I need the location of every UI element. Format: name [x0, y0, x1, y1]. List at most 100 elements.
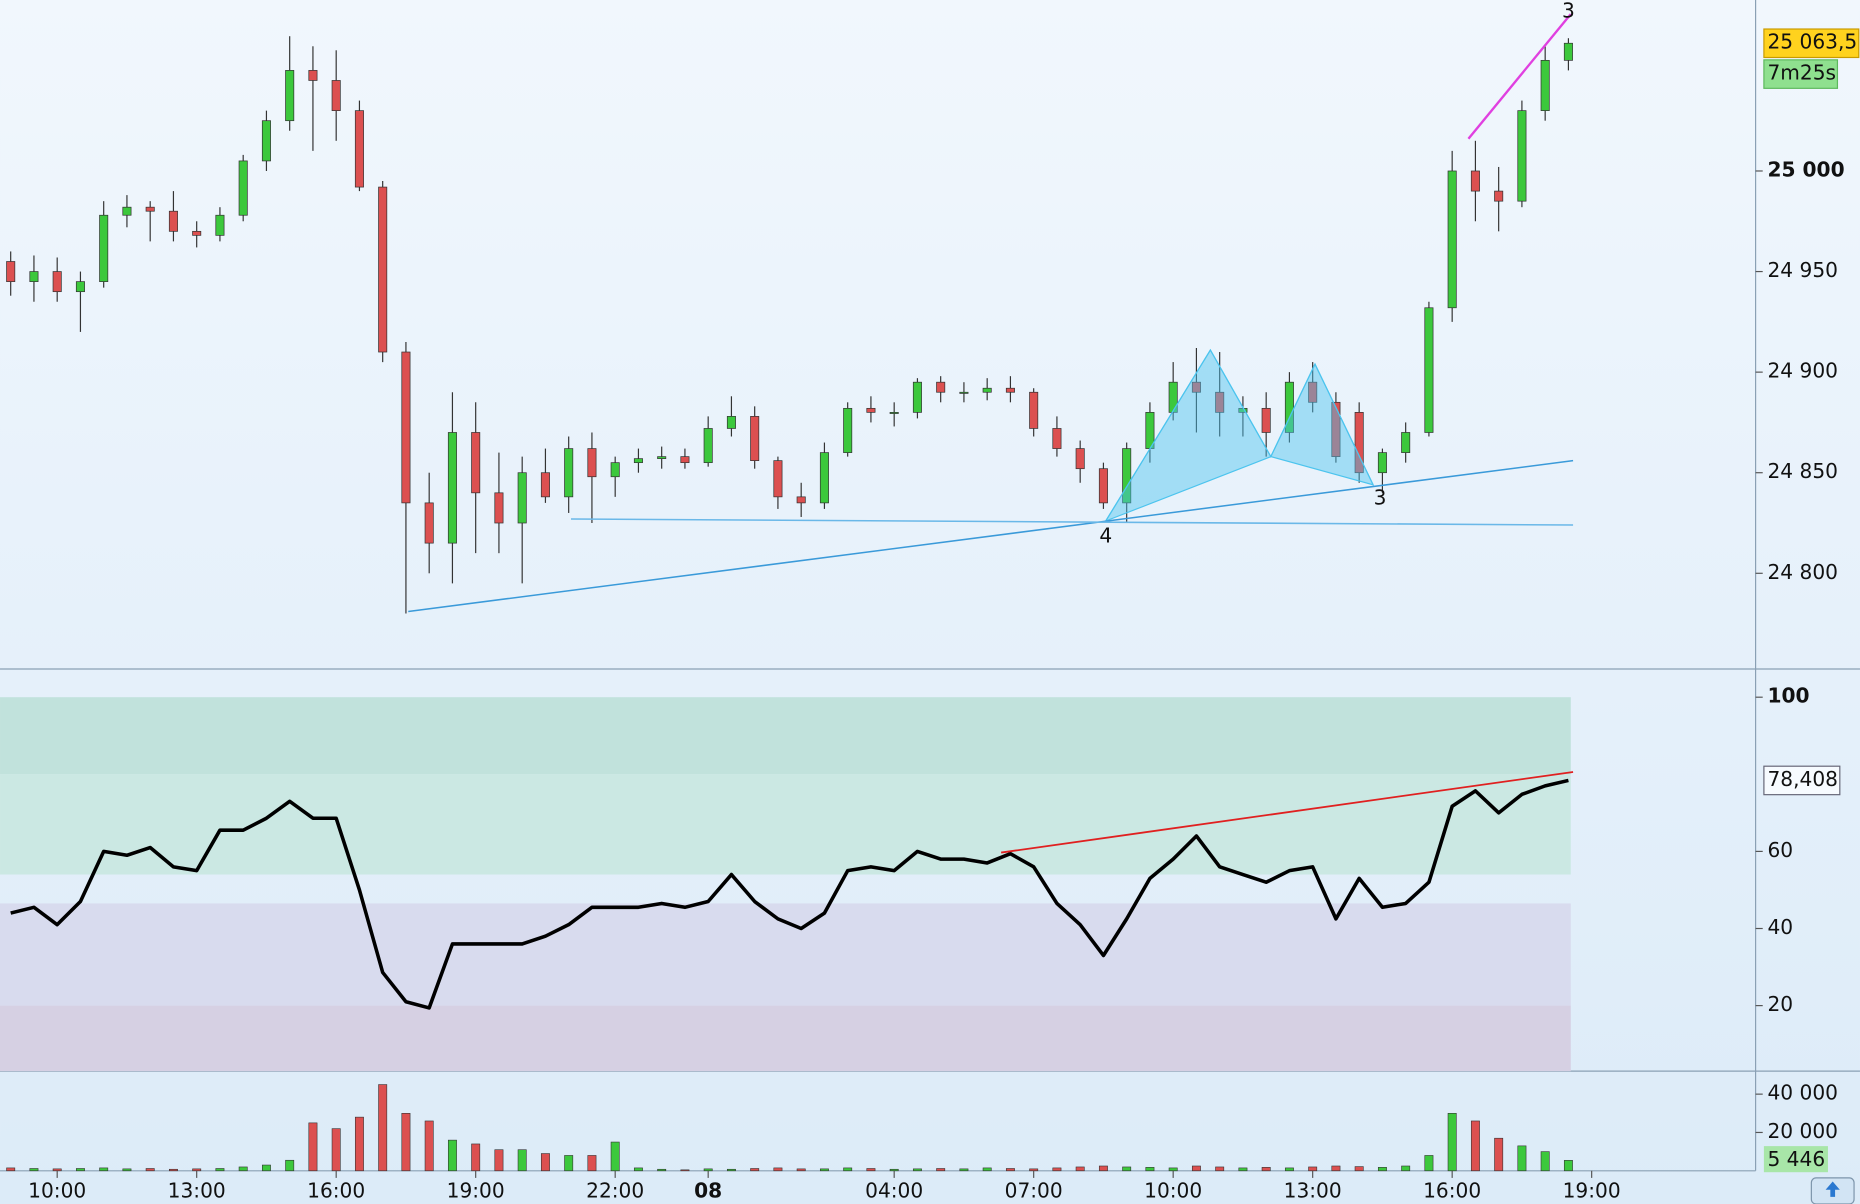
volume-bar	[447, 1139, 457, 1172]
candle-body	[1331, 401, 1341, 457]
volume-bar	[936, 1168, 946, 1172]
candle-body	[750, 416, 760, 462]
rsi-zone	[0, 774, 1571, 875]
candle-body	[308, 70, 318, 81]
volume-bar	[192, 1168, 202, 1172]
volume-bar	[1029, 1168, 1039, 1172]
x-tick-label: 19:00	[1563, 1179, 1621, 1203]
y-tick-label: 60	[1767, 838, 1793, 862]
candle-body	[1447, 170, 1457, 309]
x-tick-label: 22:00	[586, 1179, 644, 1203]
candle-body	[843, 407, 853, 453]
candle-body	[168, 210, 178, 232]
volume-bar	[1238, 1167, 1248, 1172]
x-tick-label: 04:00	[865, 1179, 923, 1203]
volume-bar	[1517, 1145, 1527, 1172]
volume-bar	[819, 1168, 829, 1172]
x-tick-label: 07:00	[1005, 1179, 1063, 1203]
volume-bar	[517, 1149, 527, 1172]
volume-bar	[1540, 1151, 1550, 1172]
candle-body	[657, 456, 667, 459]
volume-bar	[1005, 1168, 1015, 1172]
candle-body	[261, 120, 271, 162]
candle-body	[982, 387, 992, 393]
volume-bar	[866, 1168, 876, 1172]
volume-bar	[564, 1155, 574, 1172]
candle-body	[378, 186, 388, 353]
y-tick-label: 20 000	[1767, 1119, 1838, 1143]
volume-bar	[703, 1168, 713, 1172]
volume-bar	[610, 1141, 620, 1172]
volume-bar	[1331, 1165, 1341, 1172]
candle-body	[680, 456, 690, 464]
x-tick-label: 19:00	[447, 1179, 505, 1203]
rsi-zone	[0, 1005, 1571, 1072]
trendline	[1467, 13, 1572, 140]
rsi-value-label: 78,408	[1767, 767, 1838, 791]
volume-bar	[424, 1120, 434, 1172]
candle-body	[633, 458, 643, 464]
last-price-label: 25 063,5	[1767, 30, 1857, 54]
volume-bar	[587, 1155, 597, 1172]
candle-body	[773, 460, 783, 498]
candle-body	[192, 230, 202, 236]
pattern-label: 4	[1099, 524, 1112, 548]
candle-body	[122, 206, 132, 216]
volume-bar	[750, 1168, 760, 1172]
candle-body	[796, 496, 806, 504]
volume-bar	[261, 1164, 271, 1172]
volume-bar	[1354, 1166, 1364, 1172]
rsi-trendline	[1001, 771, 1574, 854]
volume-bar	[1563, 1160, 1573, 1172]
volume-bar	[238, 1166, 248, 1172]
candle-body	[540, 472, 550, 498]
candle-body	[1563, 42, 1573, 61]
candle-body	[145, 206, 155, 212]
candle-body	[610, 462, 620, 478]
candle-body	[52, 271, 62, 293]
candle-body	[1401, 432, 1411, 453]
volume-bar	[354, 1116, 364, 1172]
candle-body	[1029, 391, 1039, 429]
x-tick-label: 16:00	[307, 1179, 365, 1203]
candle-body	[29, 271, 39, 282]
candle-body	[889, 412, 899, 414]
candle-body	[587, 448, 597, 478]
volume-bar	[122, 1168, 132, 1172]
x-tick-label: 10:00	[28, 1179, 86, 1203]
candle-body	[564, 448, 574, 498]
candle-body	[331, 80, 341, 111]
candle-body	[494, 492, 504, 524]
volume-bar	[1075, 1166, 1085, 1172]
volume-value-label: 5 446	[1767, 1147, 1825, 1171]
candle-body	[285, 70, 295, 122]
candle-body	[936, 381, 946, 393]
candle-body	[1424, 307, 1434, 433]
y-tick-label: 40	[1767, 915, 1793, 939]
volume-bar	[145, 1168, 155, 1172]
candle-body	[354, 110, 364, 188]
volume-bar	[471, 1143, 481, 1172]
candle-body	[1470, 170, 1480, 192]
candle-body	[1377, 452, 1387, 474]
volume-bar	[1401, 1165, 1411, 1172]
x-tick-label: 13:00	[1284, 1179, 1342, 1203]
candle-body	[1168, 381, 1178, 413]
y-tick-label: 25 000	[1767, 157, 1844, 181]
candle-body	[1494, 190, 1504, 202]
candle-body	[99, 214, 109, 282]
volume-bar	[285, 1159, 295, 1172]
volume-bar	[540, 1153, 550, 1172]
candle-body	[447, 432, 457, 544]
volume-bar	[1447, 1113, 1457, 1172]
candle-body	[1308, 381, 1318, 403]
scroll-button[interactable]	[1810, 1177, 1855, 1204]
candle-body	[1215, 391, 1225, 413]
candle-body	[401, 351, 411, 504]
candle-body	[1517, 110, 1527, 202]
volume-bar	[1168, 1167, 1178, 1172]
trendline	[408, 459, 1574, 613]
volume-bar	[1308, 1166, 1318, 1172]
y-tick-label: 24 800	[1767, 560, 1838, 584]
candle-body	[471, 432, 481, 494]
